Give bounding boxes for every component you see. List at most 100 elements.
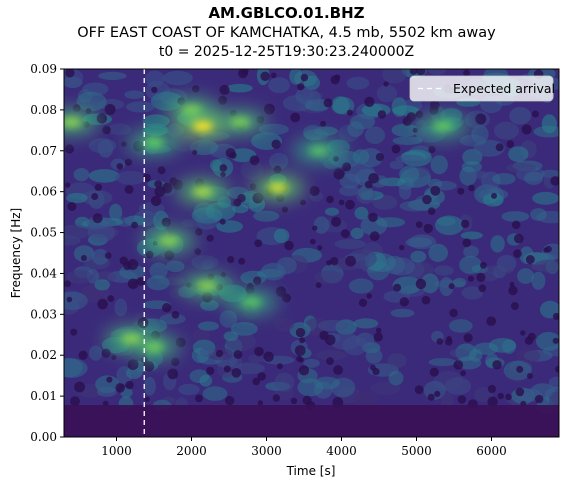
- heatmap-low-cell: [331, 216, 342, 227]
- heatmap-low-cell: [415, 221, 423, 229]
- y-tick-label: 0.07: [30, 144, 57, 158]
- heatmap-texture-cell: [509, 107, 532, 125]
- heatmap-low-cell: [506, 140, 515, 148]
- heatmap-low-cell: [233, 198, 242, 207]
- heatmap-texture-cell: [541, 114, 557, 134]
- heatmap-low-cell: [125, 380, 134, 390]
- heatmap-low-cell: [151, 86, 158, 93]
- heatmap-texture-cell: [365, 348, 383, 364]
- heatmap-low-cell: [225, 395, 235, 406]
- heatmap-low-cell: [227, 256, 235, 264]
- heatmap-low-cell: [535, 394, 544, 404]
- heatmap-low-cell: [345, 255, 356, 267]
- heatmap-hotspot: [159, 235, 179, 246]
- heatmap-low-cell: [366, 293, 373, 299]
- heatmap-texture-cell: [97, 386, 117, 397]
- heatmap-texture-cell: [532, 191, 559, 205]
- heatmap-low-cell: [402, 116, 412, 126]
- heatmap-low-cell: [368, 173, 379, 184]
- heatmap-hotspot: [181, 104, 202, 115]
- x-axis-label: Time [s]: [286, 464, 336, 478]
- heatmap-low-cell: [121, 141, 127, 147]
- heatmap-low-cell: [543, 247, 549, 253]
- heatmap-low-cell: [154, 186, 166, 197]
- heatmap-texture-cell: [125, 101, 155, 113]
- heatmap-low-cell: [171, 357, 180, 366]
- heatmap-low-cell: [298, 365, 310, 376]
- heatmap-low-cell: [555, 365, 559, 373]
- heatmap-texture-cell: [109, 203, 123, 222]
- heatmap-low-cell: [195, 394, 203, 403]
- spectrogram-heatmap: [64, 69, 559, 437]
- heatmap-texture-cell: [114, 298, 128, 317]
- heatmap-texture-cell: [223, 331, 239, 341]
- heatmap-low-cell: [463, 333, 473, 343]
- x-tick-label: 2000: [176, 444, 207, 458]
- heatmap-low-cell: [281, 206, 288, 213]
- y-axis-label: Frequency [Hz]: [9, 208, 23, 299]
- y-tick-label: 0.06: [30, 185, 57, 199]
- heatmap-texture-cell: [395, 154, 425, 164]
- heatmap-low-cell: [194, 228, 203, 236]
- heatmap-texture-cell: [434, 265, 454, 276]
- heatmap-low-cell: [169, 177, 178, 186]
- heatmap-low-cell: [164, 250, 175, 261]
- heatmap-texture-cell: [269, 152, 289, 170]
- heatmap-low-cell: [415, 110, 424, 119]
- heatmap-low-cell: [219, 164, 228, 172]
- heatmap-low-cell: [463, 69, 470, 77]
- heatmap-texture-cell: [485, 264, 515, 275]
- heatmap-low-cell: [94, 183, 102, 191]
- heatmap-low-cell: [91, 193, 99, 200]
- heatmap-low-cell: [511, 220, 521, 230]
- heatmap-texture-cell: [467, 170, 489, 179]
- heatmap-texture-cell: [300, 91, 323, 101]
- heatmap-texture-cell: [192, 329, 210, 343]
- heatmap-low-cell: [491, 192, 497, 199]
- heatmap-low-cell: [264, 103, 275, 115]
- heatmap-low-cell: [104, 104, 116, 115]
- heatmap-texture-cell: [165, 260, 185, 273]
- heatmap-low-cell: [192, 149, 198, 155]
- heatmap-texture-cell: [202, 386, 228, 401]
- heatmap-low-cell: [414, 385, 424, 394]
- x-tick-label: 4000: [326, 444, 357, 458]
- heatmap-texture-cell: [410, 250, 427, 263]
- heatmap-texture-cell: [149, 262, 168, 279]
- heatmap-low-cell: [167, 368, 179, 380]
- heatmap-low-cell: [273, 165, 282, 174]
- heatmap-texture-cell: [88, 138, 117, 154]
- heatmap-texture-cell: [463, 245, 479, 258]
- heatmap-low-cell: [290, 397, 298, 405]
- heatmap-low-cell: [145, 250, 154, 259]
- heatmap-texture-cell: [358, 148, 383, 168]
- heatmap-low-cell: [342, 162, 352, 172]
- y-tick-label: 0.05: [30, 226, 57, 240]
- y-axis: 0.00 0.01 0.02 0.03 0.04 0.05 0.06 0.07 0.08 0.09: [30, 62, 64, 444]
- heatmap-low-cell: [358, 298, 368, 307]
- legend-box: [409, 75, 554, 102]
- heatmap-low-cell: [476, 272, 486, 282]
- chart-title-block: AM.GBLCO.01.BHZ OFF EAST COAST OF KAMCHA…: [0, 3, 573, 62]
- heatmap-texture-cell: [73, 168, 90, 182]
- heatmap-texture-cell: [339, 185, 360, 197]
- heatmap-low-cell: [297, 83, 305, 91]
- heatmap-low-cell: [312, 225, 318, 231]
- heatmap-texture-cell: [210, 159, 223, 172]
- heatmap-texture-cell: [178, 383, 200, 396]
- heatmap-low-cell: [231, 368, 242, 378]
- legend-entry-expected-arrival: Expected arrival: [453, 81, 555, 96]
- heatmap-low-cell: [436, 338, 444, 345]
- heatmap-low-cell: [364, 96, 375, 107]
- heatmap-low-cell: [260, 71, 270, 82]
- heatmap-low-cell: [448, 283, 455, 290]
- heatmap-texture-cell: [146, 275, 170, 291]
- heatmap-texture-cell: [444, 377, 472, 395]
- heatmap-low-cell: [422, 194, 432, 205]
- heatmap-texture-cell: [64, 224, 91, 240]
- heatmap-low-cell: [157, 166, 166, 175]
- heatmap-low-cell: [143, 361, 155, 372]
- heatmap-texture-cell: [276, 257, 297, 275]
- heatmap-hotspot: [267, 182, 288, 193]
